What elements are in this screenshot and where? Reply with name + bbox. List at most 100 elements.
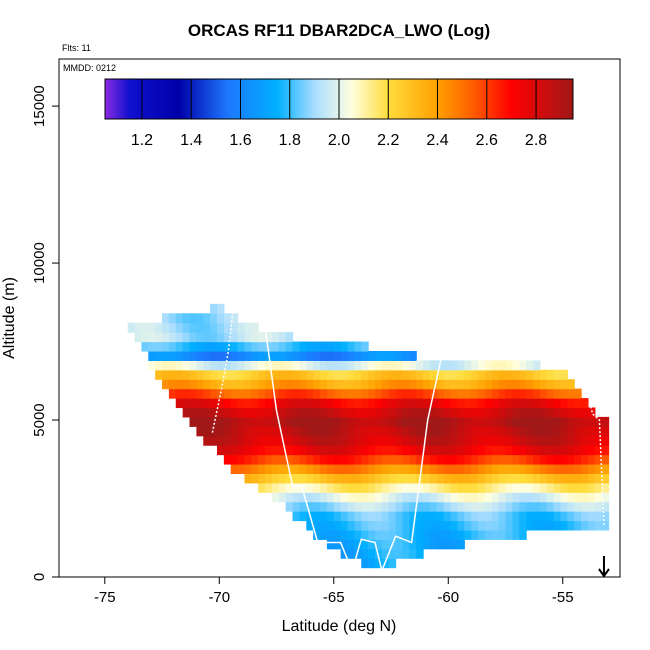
heatmap-cell — [498, 398, 507, 409]
heatmap-cell — [560, 520, 568, 531]
heatmap-cell — [574, 454, 582, 465]
heatmap-cell — [567, 454, 575, 465]
heatmap-cell — [354, 539, 362, 550]
heatmap-cell — [299, 426, 307, 437]
heatmap-cell — [313, 511, 321, 522]
heatmap-cell — [450, 445, 459, 456]
heatmap-cell — [395, 520, 404, 531]
heatmap-cell — [560, 379, 568, 390]
heatmap-cell — [196, 332, 204, 343]
heatmap-cell — [313, 426, 321, 437]
heatmap-cell — [381, 454, 390, 465]
heatmap-cell — [299, 369, 307, 380]
heatmap-cell — [237, 322, 246, 333]
heatmap-cell — [340, 435, 349, 446]
heatmap-cell — [443, 445, 452, 456]
heatmap-cell — [333, 454, 342, 465]
heatmap-cell — [395, 379, 404, 390]
heatmap-cell — [217, 379, 225, 390]
heatmap-cell — [395, 435, 404, 446]
heatmap-cell — [491, 388, 500, 399]
heatmap-cell — [560, 454, 568, 465]
heatmap-cell — [251, 350, 259, 361]
heatmap-cell — [175, 360, 184, 371]
heatmap-cell — [381, 360, 390, 371]
heatmap-cell — [347, 360, 355, 371]
heatmap-cell — [175, 332, 184, 343]
heatmap-cell — [361, 369, 369, 380]
heatmap-cell — [594, 482, 603, 493]
heatmap-cell — [587, 482, 596, 493]
colorbar-tick-label: 2.0 — [328, 132, 350, 149]
heatmap-cell — [354, 511, 362, 522]
heatmap-cell — [553, 501, 562, 512]
heatmap-cell — [443, 369, 452, 380]
heatmap-cell — [539, 511, 548, 522]
heatmap-cell — [553, 511, 562, 522]
heatmap-cell — [168, 388, 177, 399]
heatmap-cell — [526, 482, 534, 493]
heatmap-cell — [271, 388, 280, 399]
heatmap-cell — [546, 501, 555, 512]
heatmap-cell — [127, 322, 136, 333]
heatmap-cell — [478, 511, 486, 522]
heatmap-cell — [189, 369, 197, 380]
heatmap-cell — [196, 388, 204, 399]
heatmap-cell — [368, 473, 376, 484]
heatmap-cell — [532, 398, 541, 409]
heatmap-cell — [594, 416, 603, 427]
heatmap-cell — [354, 426, 362, 437]
heatmap-cell — [429, 426, 438, 437]
heatmap-cell — [478, 473, 486, 484]
heatmap-cell — [553, 435, 562, 446]
heatmap-cell — [443, 426, 452, 437]
heatmap-cell — [258, 435, 266, 446]
heatmap-cell — [244, 416, 252, 427]
heatmap-cell — [326, 529, 335, 540]
heatmap-cell — [326, 520, 335, 531]
heatmap-cell — [539, 520, 548, 531]
heatmap-cell — [313, 445, 321, 456]
colorbar-ticks: 1.2 1.4 1.6 1.8 2.0 2.2 2.4 2.6 2.8 — [131, 79, 547, 149]
heatmap-cell — [196, 398, 204, 409]
heatmap-cell — [265, 416, 273, 427]
heatmap-cell — [395, 388, 404, 399]
heatmap-cell — [320, 463, 328, 474]
heatmap-cell — [368, 558, 376, 569]
heatmap-cell — [340, 501, 349, 512]
heatmap-cell — [409, 379, 417, 390]
heatmap-cell — [285, 332, 294, 343]
heatmap-cell — [498, 501, 507, 512]
heatmap-cell — [423, 407, 431, 418]
heatmap-cell — [388, 454, 397, 465]
heatmap-cell — [478, 407, 486, 418]
heatmap-cell — [292, 454, 301, 465]
heatmap-cell — [258, 379, 266, 390]
heatmap-cell — [347, 445, 355, 456]
heatmap-cell — [450, 369, 459, 380]
heatmap-cell — [478, 529, 486, 540]
heatmap-cell — [368, 379, 376, 390]
heatmap-cell — [436, 445, 445, 456]
heatmap-cell — [388, 482, 397, 493]
heatmap-cell — [457, 435, 465, 446]
heatmap-cell — [340, 388, 349, 399]
heatmap-cell — [498, 379, 507, 390]
heatmap-cell — [409, 539, 417, 550]
heatmap-cell — [265, 454, 273, 465]
heatmap-cell — [512, 492, 520, 503]
heatmap-cell — [539, 426, 548, 437]
heatmap-cell — [251, 454, 259, 465]
heatmap-cell — [271, 369, 280, 380]
heatmap-cell — [168, 322, 177, 333]
heatmap-cell — [313, 501, 321, 512]
heatmap-cell — [519, 379, 527, 390]
heatmap-cell — [271, 426, 280, 437]
heatmap-cell — [340, 369, 349, 380]
heatmap-cell — [416, 445, 424, 456]
heatmap-cell — [436, 482, 445, 493]
heatmap-cell — [333, 511, 342, 522]
colorbar-tick-label: 1.4 — [180, 132, 202, 149]
heatmap-cell — [574, 398, 582, 409]
heatmap-cell — [594, 426, 603, 437]
